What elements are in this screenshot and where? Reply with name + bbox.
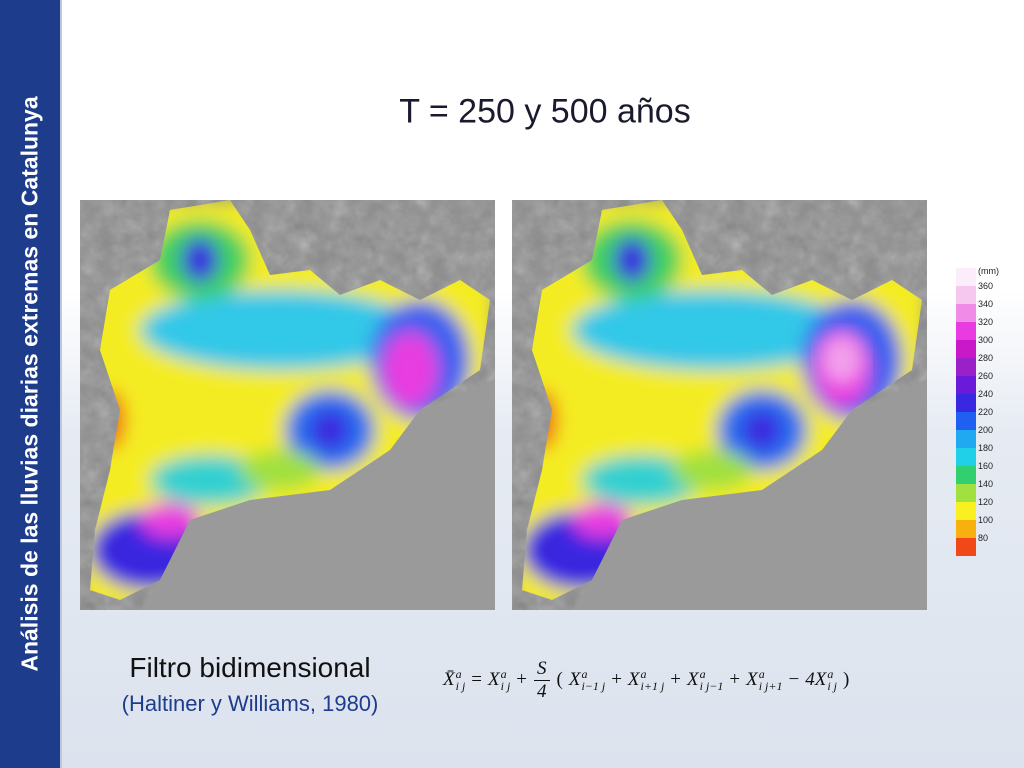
- filter-name: Filtro bidimensional: [129, 652, 371, 683]
- sidebar: Análisis de las lluvias diarias extremas…: [0, 0, 62, 768]
- filter-reference: (Haltiner y Williams, 1980): [121, 691, 379, 716]
- legend-unit: (mm): [978, 266, 999, 276]
- legend-swatch: [956, 340, 976, 358]
- legend-swatch: [956, 268, 976, 286]
- term-scripts: a i+1 j: [641, 668, 665, 692]
- formula-operator: ): [842, 669, 850, 690]
- slide-title: T = 250 y 500 años: [399, 92, 691, 131]
- legend-swatch: [956, 520, 976, 538]
- fraction-denominator: 4: [537, 680, 547, 702]
- legend-label: 140: [978, 479, 994, 489]
- legend-swatch: [956, 376, 976, 394]
- legend-label: 300: [978, 335, 994, 345]
- sidebar-text: Análisis de las lluvias diarias extremas…: [16, 96, 43, 672]
- term-subscript: i j: [500, 679, 511, 693]
- legend-label: 100: [978, 515, 994, 525]
- term-base: X: [568, 669, 581, 690]
- term-base: 4X: [805, 669, 827, 690]
- legend-label: 120: [978, 497, 994, 507]
- legend-swatch: [956, 412, 976, 430]
- legend-label: 240: [978, 389, 994, 399]
- legend-label: 280: [978, 353, 994, 363]
- fraction-numerator: S: [534, 658, 550, 681]
- term-superscript: a: [699, 667, 706, 681]
- term-superscript: a: [827, 667, 834, 681]
- term-base: X: [687, 669, 699, 690]
- formula-operator: +: [729, 669, 741, 690]
- legend-swatch: [956, 394, 976, 412]
- legend-swatch: [956, 502, 976, 520]
- formula-operator: +: [670, 669, 682, 690]
- formula-term: X̄ a i j: [443, 668, 465, 692]
- legend-label: 360: [978, 281, 994, 291]
- formula-operator: +: [516, 669, 527, 690]
- term-superscript: a: [455, 667, 462, 681]
- legend-label: 320: [978, 317, 994, 327]
- term-superscript: a: [500, 667, 507, 681]
- formula-term: 4X a i j: [805, 668, 837, 692]
- term-superscript: a: [640, 667, 647, 681]
- term-subscript: i j+1: [758, 679, 783, 693]
- map-left: [80, 200, 495, 610]
- term-superscript: a: [581, 667, 588, 681]
- legend-swatch: [956, 286, 976, 304]
- legend-swatch: [956, 484, 976, 502]
- term-superscript: a: [758, 667, 765, 681]
- legend-swatch: [956, 466, 976, 484]
- formula-operator: (: [556, 669, 563, 690]
- legend-label: 220: [978, 407, 994, 417]
- term-subscript: i j−1: [699, 679, 724, 693]
- formula-operator: −: [788, 669, 800, 690]
- legend-label: 180: [978, 443, 994, 453]
- legend-label: 160: [978, 461, 994, 471]
- term-subscript: i j: [455, 679, 466, 693]
- legend-swatch: [956, 448, 976, 466]
- legend-label: 200: [978, 425, 994, 435]
- legend-label: 80: [978, 533, 989, 543]
- term-base: X: [488, 669, 500, 690]
- legend-label: 260: [978, 371, 994, 381]
- term-subscript: i−1 j: [581, 679, 606, 693]
- formula-operator: +: [611, 669, 622, 690]
- term-subscript: i j: [827, 679, 837, 693]
- legend-swatch: [956, 538, 976, 556]
- term-subscript: i+1 j: [640, 679, 665, 693]
- map-right: [512, 200, 927, 610]
- term-base: X: [627, 669, 640, 690]
- legend-swatch: [956, 304, 976, 322]
- legend-label: 340: [978, 299, 994, 309]
- term-base: X̄: [443, 669, 455, 690]
- legend-swatch: [956, 322, 976, 340]
- term-scripts: a i−1 j: [581, 668, 605, 692]
- term-base: X: [746, 669, 758, 690]
- legend-swatch: [956, 358, 976, 376]
- formula-operator: =: [471, 669, 482, 690]
- legend-swatch: [956, 430, 976, 448]
